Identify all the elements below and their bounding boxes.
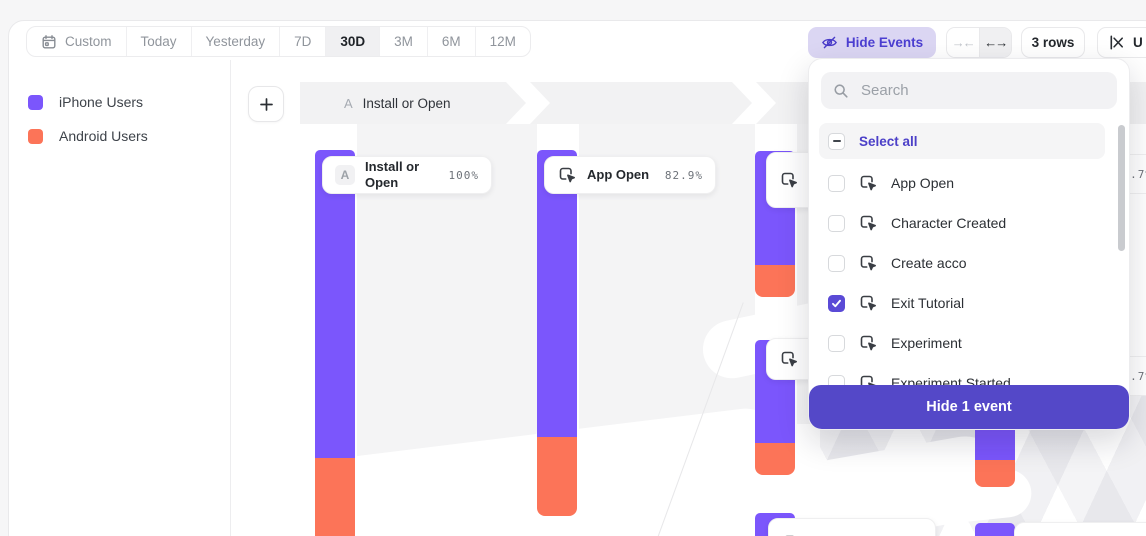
date-option-label: Custom bbox=[65, 34, 112, 49]
date-option-label: 3M bbox=[394, 34, 413, 49]
bar-step6-android[interactable] bbox=[975, 460, 1015, 487]
date-range-control: Custom Today Yesterday 7D 30D 3M 6M 12M bbox=[26, 26, 531, 57]
hide-events-button[interactable]: Hide Events bbox=[808, 27, 936, 58]
date-option-label: 7D bbox=[294, 34, 312, 49]
legend-label: iPhone Users bbox=[59, 94, 144, 110]
event-list: App Open Character Created Create acco Exit… bbox=[819, 163, 1105, 403]
banner-step-label: Install or Open bbox=[362, 95, 451, 111]
event-list-item-2[interactable]: Create acco bbox=[819, 243, 1105, 283]
date-option-yesterday[interactable]: Yesterday bbox=[192, 27, 281, 56]
event-icon bbox=[860, 255, 876, 271]
legend-divider bbox=[230, 60, 231, 536]
eye-off-icon bbox=[821, 36, 837, 49]
legend-swatch bbox=[28, 128, 43, 144]
dropdown-scrollbar[interactable] bbox=[1118, 125, 1125, 251]
legend-item-1[interactable]: Android Users bbox=[28, 128, 148, 144]
event-icon bbox=[860, 215, 876, 231]
chart-mode-button[interactable]: U bbox=[1097, 27, 1146, 58]
event-icon bbox=[860, 335, 876, 351]
collapse-columns-button[interactable]: →← bbox=[947, 28, 980, 57]
search-box[interactable] bbox=[821, 72, 1117, 109]
step-card-value: 100% bbox=[448, 168, 479, 182]
add-step-button[interactable] bbox=[248, 86, 284, 122]
step-card-clipped-1[interactable] bbox=[768, 518, 936, 536]
event-checkbox[interactable] bbox=[828, 334, 845, 352]
bar-step1-android[interactable] bbox=[315, 458, 355, 536]
step-letter-badge: A bbox=[335, 165, 355, 185]
date-option-today[interactable]: Today bbox=[127, 27, 192, 56]
bar-step2-iphone[interactable] bbox=[537, 150, 577, 437]
date-option-label: Today bbox=[140, 34, 177, 49]
event-checkbox[interactable] bbox=[828, 214, 845, 232]
event-label: Character Created bbox=[891, 215, 1007, 231]
date-option-label: Yesterday bbox=[205, 34, 266, 49]
date-option-12m[interactable]: 12M bbox=[476, 27, 530, 56]
date-option-7d[interactable]: 7D bbox=[280, 27, 327, 56]
series-legend: iPhone Users Android Users bbox=[28, 94, 148, 162]
select-all-label: Select all bbox=[859, 133, 918, 149]
event-icon bbox=[860, 295, 876, 311]
plus-icon bbox=[259, 97, 273, 111]
calendar-icon bbox=[42, 34, 56, 49]
date-option-label: 12M bbox=[489, 34, 516, 49]
width-toggle-control: →← ←→ bbox=[946, 27, 1012, 58]
select-all-checkbox[interactable] bbox=[828, 132, 845, 150]
step-card-app-open[interactable]: App Open 82.9% bbox=[544, 156, 716, 194]
hide-selected-events-button[interactable]: Hide 1 event bbox=[809, 385, 1129, 429]
event-icon bbox=[781, 351, 797, 367]
search-input[interactable] bbox=[859, 81, 1105, 100]
banner-segment-1[interactable]: A Install or Open bbox=[300, 82, 526, 124]
check-icon bbox=[832, 299, 841, 307]
event-list-item-4[interactable]: Experiment bbox=[819, 323, 1105, 363]
date-option-label: 6M bbox=[441, 34, 461, 49]
bar-step3-android[interactable] bbox=[755, 265, 795, 297]
bar-step7-iphone[interactable] bbox=[975, 523, 1015, 536]
step-card-title: Install or Open bbox=[365, 158, 420, 190]
legend-item-0[interactable]: iPhone Users bbox=[28, 94, 148, 110]
banner-segment-2[interactable] bbox=[530, 82, 752, 124]
date-option-3m[interactable]: 3M bbox=[380, 27, 428, 56]
event-label: Experiment bbox=[891, 335, 962, 351]
legend-swatch bbox=[28, 94, 43, 110]
event-list-item-1[interactable]: Character Created bbox=[819, 203, 1105, 243]
step-card-install-or-open[interactable]: A Install or Open 100% bbox=[322, 156, 492, 194]
event-label: Create acco bbox=[891, 255, 967, 271]
bar-step1-iphone[interactable] bbox=[315, 150, 355, 458]
event-icon bbox=[860, 175, 876, 191]
bar-step4-android[interactable] bbox=[755, 443, 795, 475]
chart-icon bbox=[1110, 35, 1123, 50]
event-list-item-0[interactable]: App Open bbox=[819, 163, 1105, 203]
date-option-custom[interactable]: Custom bbox=[27, 27, 127, 56]
rows-label: 3 rows bbox=[1031, 35, 1075, 50]
indeterminate-dash bbox=[832, 140, 841, 142]
event-label: Exit Tutorial bbox=[891, 295, 965, 311]
hide-events-dropdown: Select all App Open Character Created Crea… bbox=[808, 58, 1130, 430]
event-checkbox[interactable] bbox=[828, 254, 845, 272]
banner-step-prefix: A bbox=[344, 95, 353, 111]
event-checkbox[interactable] bbox=[828, 294, 845, 312]
legend-label: Android Users bbox=[59, 128, 148, 144]
event-list-item-3[interactable]: Exit Tutorial bbox=[819, 283, 1105, 323]
step-card-value: 82.9% bbox=[664, 168, 703, 182]
bar-step2-android[interactable] bbox=[537, 437, 577, 516]
step-card-clipped-2[interactable] bbox=[1014, 522, 1146, 536]
event-checkbox[interactable] bbox=[828, 174, 845, 192]
select-all-row[interactable]: Select all bbox=[819, 123, 1105, 159]
date-option-label: 30D bbox=[340, 34, 366, 49]
step-card-title: App Open bbox=[587, 166, 650, 182]
rows-button[interactable]: 3 rows bbox=[1021, 27, 1085, 58]
expand-columns-button[interactable]: ←→ bbox=[979, 28, 1011, 57]
event-icon bbox=[781, 172, 797, 188]
date-option-30d[interactable]: 30D bbox=[326, 27, 381, 56]
hide-selected-events-label: Hide 1 event bbox=[926, 399, 1012, 415]
date-option-6m[interactable]: 6M bbox=[428, 27, 476, 56]
search-icon bbox=[834, 83, 848, 98]
hide-events-label: Hide Events bbox=[845, 35, 924, 50]
event-label: App Open bbox=[891, 175, 955, 191]
event-icon bbox=[559, 167, 575, 183]
chart-mode-label: U bbox=[1133, 35, 1143, 50]
